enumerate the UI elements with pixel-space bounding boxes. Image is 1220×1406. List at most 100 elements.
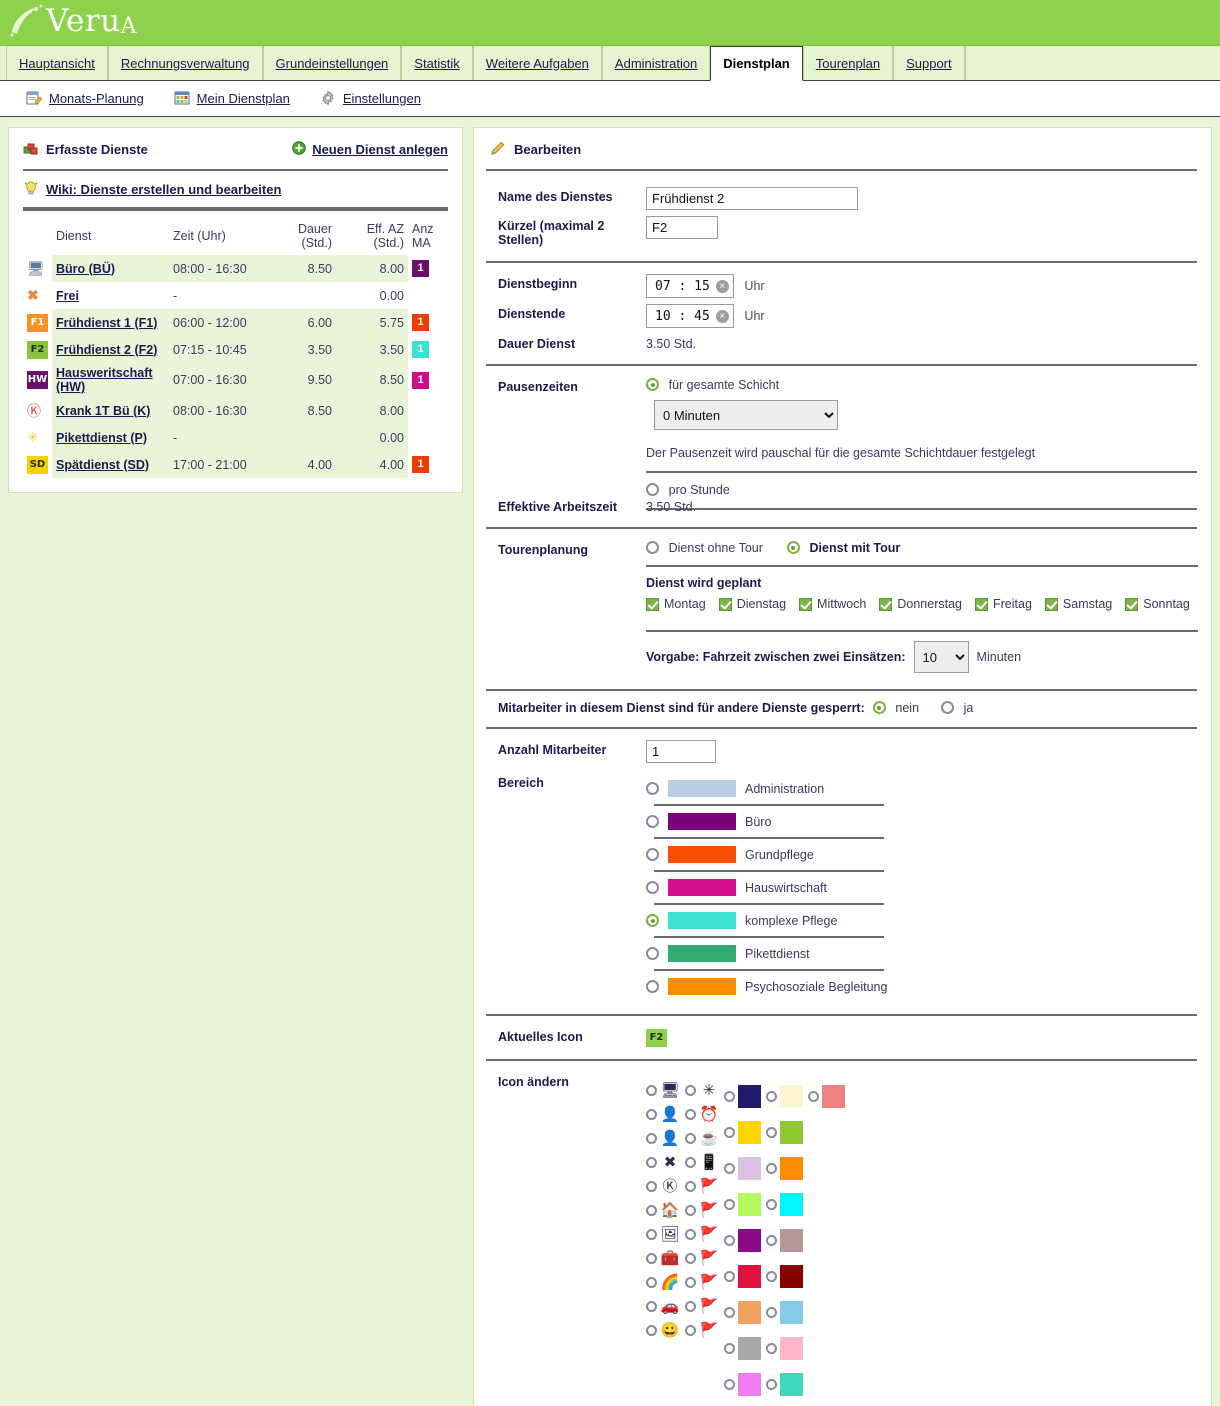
radio-ohne-tour[interactable] — [646, 541, 659, 554]
radio-color[interactable] — [724, 1306, 735, 1318]
radio-icon[interactable] — [685, 1276, 696, 1288]
clear-icon[interactable]: × — [715, 309, 729, 323]
weekday-montag[interactable]: Montag — [646, 597, 706, 611]
radio-icon[interactable] — [646, 1132, 657, 1144]
radio-color[interactable] — [766, 1090, 777, 1102]
icon-option[interactable]: 🚩 — [685, 1294, 724, 1318]
subnav-einstellungen[interactable]: Einstellungen — [320, 89, 421, 108]
dienst-link[interactable]: Spätdienst (SD) — [56, 457, 150, 472]
radio-icon[interactable] — [646, 1252, 657, 1264]
icon-option[interactable]: 🚩 — [685, 1198, 724, 1222]
weekday-freitag[interactable]: Freitag — [975, 597, 1032, 611]
checkbox[interactable] — [646, 597, 659, 611]
option-gesperrt-nein[interactable]: nein — [872, 700, 919, 715]
bereich-option[interactable]: Büro — [646, 806, 1197, 837]
tab-hauptansicht[interactable]: Hauptansicht — [6, 46, 108, 80]
pause-option-gesamte-schicht[interactable]: für gesamte Schicht — [646, 377, 1197, 392]
tab-administration[interactable]: Administration — [601, 46, 711, 80]
icon-option[interactable]: 👤 — [646, 1126, 685, 1150]
color-option[interactable] — [766, 1258, 808, 1294]
radio-icon[interactable] — [646, 1180, 657, 1192]
color-option[interactable] — [724, 1186, 766, 1222]
radio-color[interactable] — [808, 1090, 819, 1102]
icon-option[interactable]: Ⓚ — [646, 1174, 685, 1198]
tab-weitere-aufgaben[interactable]: Weitere Aufgaben — [472, 46, 602, 80]
radio-bereich[interactable] — [646, 782, 659, 795]
icon-option[interactable]: 🚩 — [685, 1174, 724, 1198]
bereich-option[interactable]: Administration — [646, 773, 1197, 804]
wiki-link-row[interactable]: Wiki: Dienste erstellen und bearbeiten — [23, 180, 448, 198]
radio-icon[interactable] — [685, 1156, 696, 1168]
radio-mit-tour[interactable] — [786, 541, 800, 554]
table-row[interactable]: Ⓚ Krank 1T Bü (K) 08:00 - 16:30 8.50 8.00 — [23, 397, 448, 424]
radio-icon[interactable] — [646, 1324, 657, 1336]
weekday-mittwoch[interactable]: Mittwoch — [799, 597, 866, 611]
radio-color[interactable] — [766, 1126, 777, 1138]
color-option[interactable] — [724, 1294, 766, 1330]
color-option[interactable] — [766, 1294, 808, 1330]
radio-icon[interactable] — [646, 1276, 657, 1288]
radio-pro-stunde[interactable] — [646, 483, 659, 496]
clear-icon[interactable]: × — [715, 279, 729, 293]
radio-icon[interactable] — [685, 1132, 696, 1144]
radio-ja[interactable] — [941, 701, 955, 714]
radio-color[interactable] — [724, 1270, 735, 1282]
radio-color[interactable] — [724, 1378, 735, 1390]
tab-dienstplan[interactable]: Dienstplan — [710, 46, 803, 81]
bereich-option[interactable]: komplexe Pflege — [646, 905, 1197, 936]
radio-color[interactable] — [766, 1378, 777, 1390]
anzahl-input[interactable] — [646, 740, 716, 763]
icon-option[interactable]: 🚗 — [646, 1294, 685, 1318]
radio-color[interactable] — [766, 1342, 777, 1354]
bereich-option[interactable]: Grundpflege — [646, 839, 1197, 870]
icon-option[interactable]: 😀 — [646, 1318, 685, 1342]
radio-icon[interactable] — [685, 1108, 696, 1120]
color-option[interactable] — [724, 1366, 766, 1402]
checkbox[interactable] — [1125, 597, 1139, 611]
radio-icon[interactable] — [646, 1084, 657, 1096]
color-option[interactable] — [724, 1258, 766, 1294]
dienst-link[interactable]: Büro (BÜ) — [56, 261, 116, 276]
color-option[interactable] — [766, 1150, 808, 1186]
tab-tourenplan[interactable]: Tourenplan — [802, 46, 894, 80]
option-dienst-mit-tour[interactable]: Dienst mit Tour — [786, 540, 900, 555]
checkbox[interactable] — [1044, 597, 1058, 611]
option-gesperrt-ja[interactable]: ja — [941, 700, 973, 715]
color-option[interactable] — [724, 1078, 766, 1114]
tab-rechnungsverwaltung[interactable]: Rechnungsverwaltung — [107, 46, 263, 80]
color-option[interactable] — [808, 1078, 850, 1114]
bereich-option[interactable]: Pikettdienst — [646, 938, 1197, 969]
radio-icon[interactable] — [685, 1252, 696, 1264]
table-row[interactable]: 🖥 Büro (BÜ) 08:00 - 16:30 8.50 8.00 1 — [23, 255, 448, 282]
radio-color[interactable] — [724, 1090, 735, 1102]
radio-color[interactable] — [724, 1234, 735, 1246]
radio-bereich[interactable] — [646, 848, 659, 861]
table-row[interactable]: SD Spätdienst (SD) 17:00 - 21:00 4.00 4.00 1 — [23, 451, 448, 478]
checkbox[interactable] — [879, 597, 893, 611]
color-option[interactable] — [766, 1222, 808, 1258]
subnav-monats-planung[interactable]: Monats-Planung — [26, 90, 144, 108]
tab-support[interactable]: Support — [893, 46, 965, 80]
table-row[interactable]: F2 Frühdienst 2 (F2) 07:15 - 10:45 3.50 3.50… — [23, 336, 448, 363]
table-row[interactable]: F1 Frühdienst 1 (F1) 06:00 - 12:00 6.00 5.75… — [23, 309, 448, 336]
subnav-mein-dienstplan[interactable]: Mein Dienstplan — [174, 90, 290, 108]
radio-icon[interactable] — [685, 1204, 696, 1216]
radio-icon[interactable] — [646, 1300, 657, 1312]
weekday-donnerstag[interactable]: Donnerstag — [879, 597, 962, 611]
new-dienst-link[interactable]: Neuen Dienst anlegen — [292, 141, 448, 157]
radio-icon[interactable] — [685, 1324, 696, 1336]
dienst-link[interactable]: Hausweritschaft (HW) — [56, 366, 153, 394]
radio-bereich[interactable] — [646, 815, 659, 828]
radio-icon[interactable] — [685, 1180, 696, 1192]
option-dienst-ohne-tour[interactable]: Dienst ohne Tour — [646, 540, 763, 555]
radio-icon[interactable] — [646, 1108, 657, 1120]
color-option[interactable] — [766, 1330, 808, 1366]
kuerzel-input[interactable] — [646, 216, 718, 239]
weekday-samstag[interactable]: Samstag — [1044, 597, 1112, 611]
icon-option[interactable]: 🏠 — [646, 1198, 685, 1222]
tab-statistik[interactable]: Statistik — [401, 46, 473, 80]
color-option[interactable] — [766, 1078, 808, 1114]
dienstbeginn-input[interactable]: 07 : 15 × — [646, 274, 734, 298]
weekday-dienstag[interactable]: Dienstag — [718, 597, 786, 611]
dienstende-input[interactable]: 10 : 45 × — [646, 304, 734, 328]
